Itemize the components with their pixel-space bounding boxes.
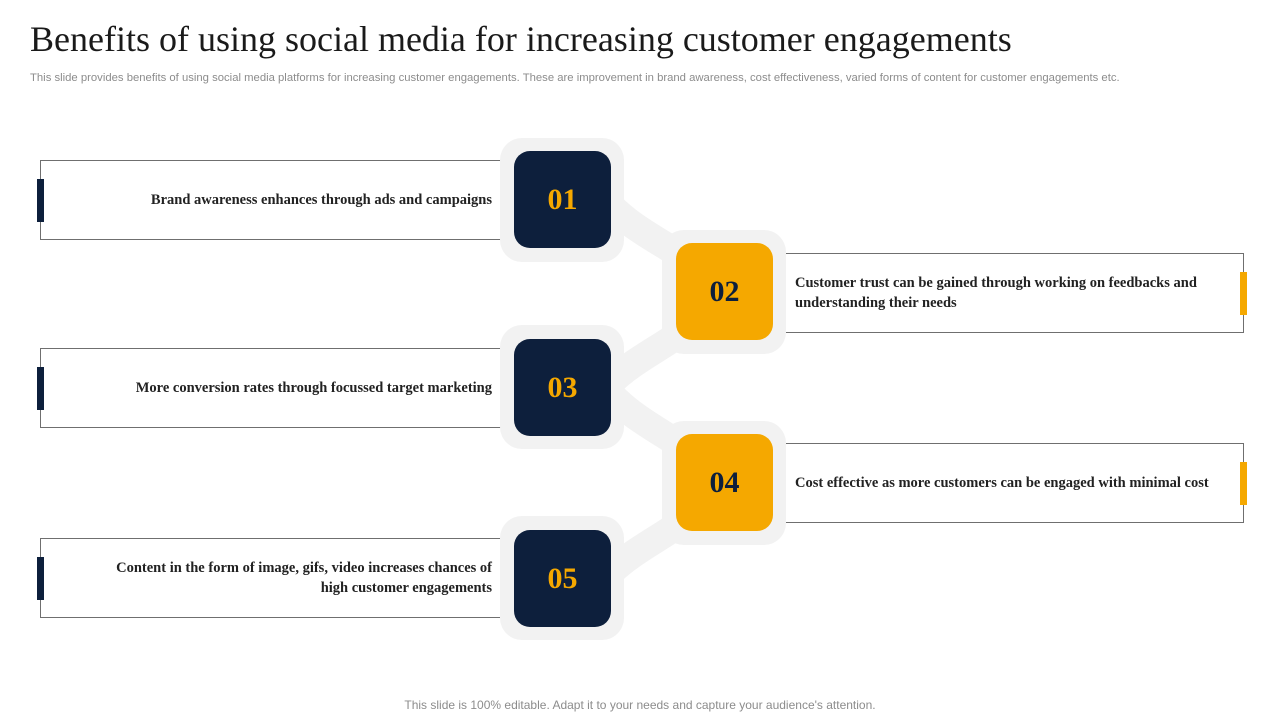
step-text-03: More conversion rates through focussed t… bbox=[135, 380, 492, 396]
footer-note: This slide is 100% editable. Adapt it to… bbox=[404, 698, 876, 712]
card-accent-bar bbox=[37, 179, 44, 222]
card-accent-bar bbox=[1240, 272, 1247, 315]
step-text-02: Customer trust can be gained through wor… bbox=[795, 275, 1197, 311]
step-card-03: More conversion rates through focussed t… bbox=[37, 348, 502, 428]
step-number-05: 05 bbox=[514, 530, 611, 627]
step-number-03: 03 bbox=[514, 339, 611, 436]
card-accent-bar bbox=[37, 367, 44, 410]
card-accent-bar bbox=[37, 557, 44, 600]
step-text-04: Cost effective as more customers can be … bbox=[795, 475, 1209, 491]
step-card-05: Content in the form of image, gifs, vide… bbox=[37, 538, 502, 618]
step-number-01: 01 bbox=[514, 151, 611, 248]
step-text-05: Content in the form of image, gifs, vide… bbox=[116, 560, 492, 596]
step-number-02: 02 bbox=[676, 243, 773, 340]
step-card-04: Cost effective as more customers can be … bbox=[786, 443, 1247, 523]
step-text-01: Brand awareness enhances through ads and… bbox=[150, 192, 492, 208]
step-number-04: 04 bbox=[676, 434, 773, 531]
step-card-01: Brand awareness enhances through ads and… bbox=[37, 160, 502, 240]
page-subtitle: This slide provides benefits of using so… bbox=[30, 72, 1120, 84]
step-card-02: Customer trust can be gained through wor… bbox=[786, 253, 1247, 333]
page-title: Benefits of using social media for incre… bbox=[30, 19, 1012, 59]
card-accent-bar bbox=[1240, 462, 1247, 505]
